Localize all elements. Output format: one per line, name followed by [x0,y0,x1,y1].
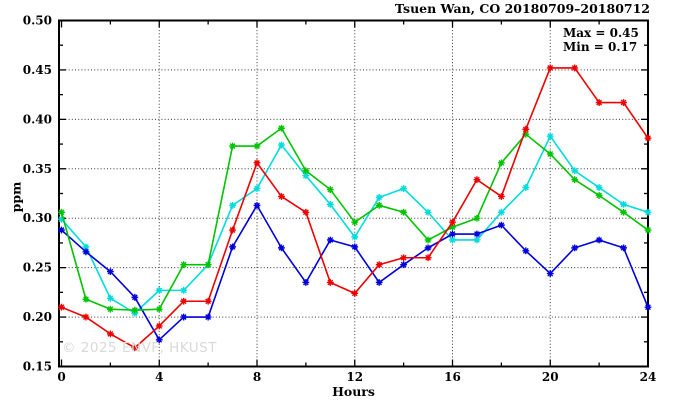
y-tick-label: 0.50 [23,14,52,28]
y-tick-label: 0.15 [23,360,52,374]
watermark: © 2025 ENVF, HKUST [62,340,217,356]
y-axis-label: ppm [8,181,24,213]
x-tick-label: 4 [155,370,163,384]
chart-title: Tsuen Wan, CO 20180709–20180712 [394,1,650,16]
axis-ticks [59,19,649,368]
y-tick-label: 0.35 [23,162,52,176]
x-tick-label: 24 [640,370,657,384]
axes-border [58,19,649,368]
max-annotation: Max = 0.45 [563,26,639,40]
series-markers-blue-series [58,201,652,344]
x-tick-label: 20 [542,370,559,384]
gridlines [59,20,648,367]
axis-tick-labels: 0.15 0.20 0.25 0.30 0.35 0.40 0.45 0.50 0 4 8 12 16 2… [23,14,657,385]
series-red-series [58,64,652,352]
min-annotation: Min = 0.17 [563,40,638,54]
series-blue-series [58,201,652,344]
x-tick-label: 12 [346,370,363,384]
series-markers-red-series [58,64,652,352]
series-markers-cyan-series [58,132,652,317]
max-min-annotation: Max = 0.45 Min = 0.17 [563,26,639,54]
series-cyan-series [58,132,652,317]
series-green-series [58,124,652,314]
y-tick-label: 0.40 [23,112,52,126]
x-axis-label: Hours [332,384,375,399]
y-tick-label: 0.30 [23,211,52,225]
x-tick-label: 8 [253,370,261,384]
y-tick-label: 0.25 [23,261,52,275]
series-markers-green-series [58,124,652,314]
y-tick-label: 0.45 [23,63,52,77]
x-tick-label: 16 [444,370,461,384]
x-tick-label: 0 [57,370,65,384]
y-tick-label: 0.20 [23,310,52,324]
